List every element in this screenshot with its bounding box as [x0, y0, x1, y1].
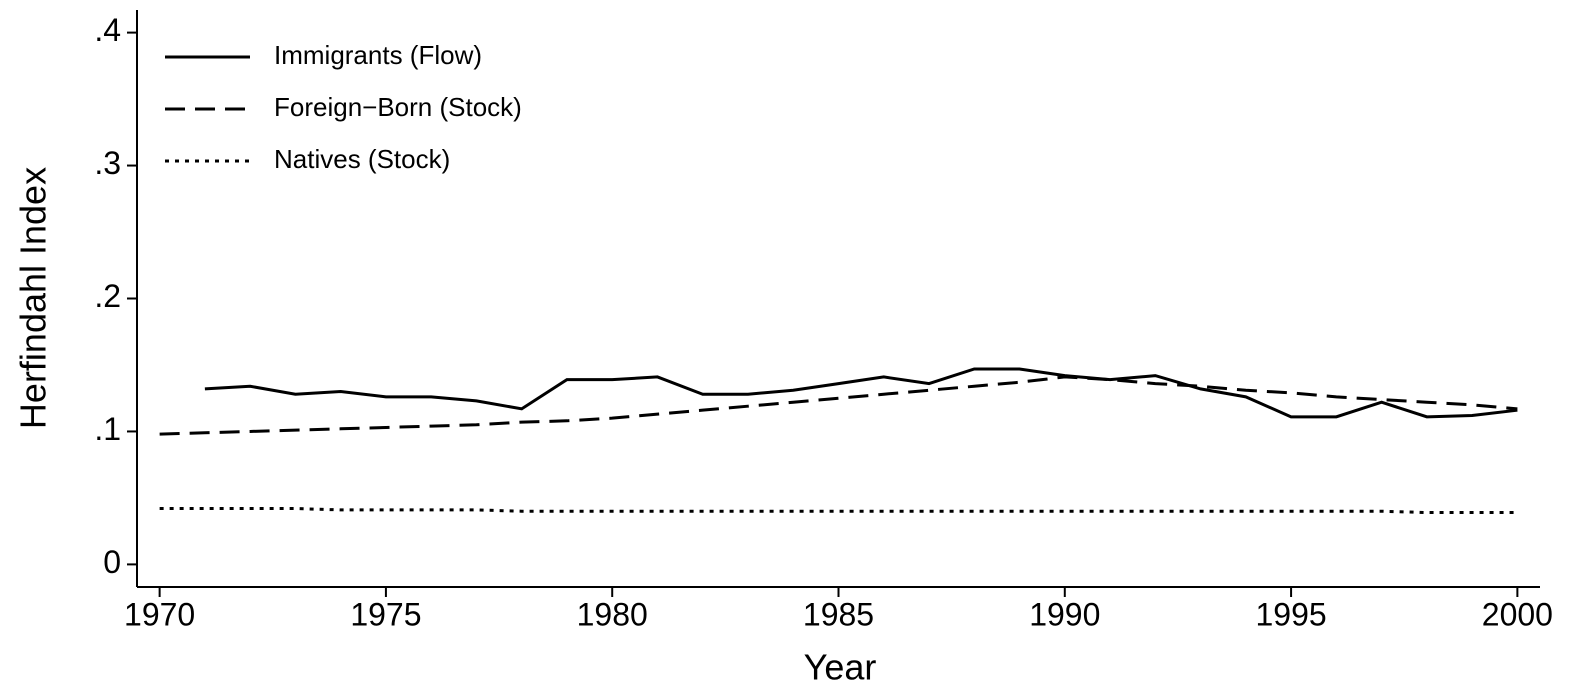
x-tick-label: 1970: [124, 596, 195, 632]
legend-label: Natives (Stock): [274, 144, 450, 174]
x-tick-label: 2000: [1482, 596, 1553, 632]
x-tick-label: 1990: [1029, 596, 1100, 632]
legend-label: Foreign−Born (Stock): [274, 92, 522, 122]
y-tick-label: .3: [94, 145, 121, 181]
x-tick-label: 1985: [803, 596, 874, 632]
x-tick-label: 1980: [577, 596, 648, 632]
x-axis-title: Year: [804, 647, 877, 688]
y-tick-label: .4: [94, 12, 121, 48]
series-line: [159, 507, 1518, 515]
series-line: [159, 375, 1518, 436]
y-tick-label: .2: [94, 278, 121, 314]
y-tick-label: .1: [94, 411, 121, 447]
series-line: [204, 367, 1518, 419]
y-axis-title: Herfindahl Index: [13, 167, 54, 429]
y-tick-label: 0: [103, 544, 121, 580]
x-tick-label: 1995: [1255, 596, 1326, 632]
x-tick-label: 1975: [350, 596, 421, 632]
legend-label: Immigrants (Flow): [274, 40, 482, 70]
